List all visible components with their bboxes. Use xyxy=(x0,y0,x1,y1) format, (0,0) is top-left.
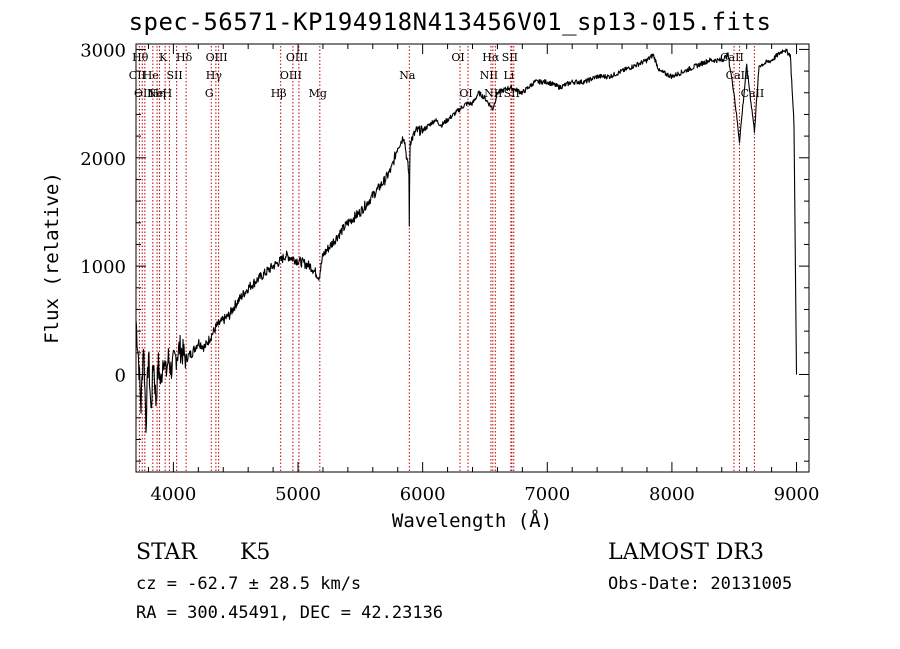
spectral-line-label: Hβ xyxy=(271,87,287,100)
spectral-line-label: Hη xyxy=(149,87,165,100)
spectral-line-label: OIII xyxy=(280,69,302,82)
spectral-line-label: Mg xyxy=(309,87,327,100)
y-tick-label: 3000 xyxy=(80,40,126,61)
spectral-line-label: Hα xyxy=(482,51,500,64)
spectral-line-label: H xyxy=(163,87,173,100)
spectral-line-label: CaII xyxy=(741,87,765,100)
spectral-line-label: NII xyxy=(484,87,502,100)
spectral-line-label: OIII xyxy=(206,51,228,64)
chart-title: spec-56571-KP194918N413456V01_sp13-015.f… xyxy=(128,8,772,36)
redshift-cz: cz = -62.7 ± 28.5 km/s xyxy=(136,574,362,594)
spectrum-line xyxy=(135,48,798,433)
x-tick-label: 6000 xyxy=(400,484,446,505)
x-tick-label: 4000 xyxy=(150,484,196,505)
spectral-line-label: CII xyxy=(129,69,146,82)
spectral-line-label: SII xyxy=(167,69,183,82)
y-tick-label: 2000 xyxy=(80,149,126,170)
obs-date: Obs-Date: 20131005 xyxy=(608,574,793,594)
x-tick-label: 8000 xyxy=(649,484,695,505)
spectral-line-label: CaII xyxy=(720,51,744,64)
object-class: STAR xyxy=(136,540,197,565)
x-tick-label: 9000 xyxy=(774,484,820,505)
spectral-line-label: He xyxy=(143,69,159,82)
y-tick-label: 1000 xyxy=(80,257,126,278)
spectral-line-label: Na xyxy=(399,69,416,82)
spectral-line-label: SII xyxy=(502,51,518,64)
axis-ticks: 4000 5000 6000 7000 8000 9000 0 1000 2000 3000 xyxy=(80,40,819,505)
spectral-line-label: K xyxy=(159,51,168,64)
spectral-line-label: OI xyxy=(459,87,472,100)
spectral-line-label: OI xyxy=(451,51,464,64)
spectral-line-label: Li xyxy=(503,69,514,82)
y-tick-label: 0 xyxy=(115,365,126,386)
ra-dec: RA = 300.45491, DEC = 42.23136 xyxy=(136,603,444,623)
x-tick-label: 7000 xyxy=(524,484,570,505)
spectral-line-label: Hθ xyxy=(132,51,149,64)
object-subclass: K5 xyxy=(240,540,271,565)
plot-frame xyxy=(135,43,810,473)
spectrum-series xyxy=(135,48,798,433)
x-axis-label: Wavelength (Å) xyxy=(391,510,553,532)
spectral-line-label: OII xyxy=(134,87,152,100)
survey-name: LAMOST DR3 xyxy=(608,540,764,565)
spectral-line-label: Hδ xyxy=(176,51,193,64)
spectral-line-label: Hγ xyxy=(206,69,223,82)
spectral-line-label: OIII xyxy=(286,51,308,64)
spectral-line-label: NII xyxy=(480,69,498,82)
spectral-line-label: G xyxy=(205,87,214,100)
x-tick-label: 5000 xyxy=(275,484,321,505)
spectral-line-label: Ne xyxy=(147,87,163,100)
